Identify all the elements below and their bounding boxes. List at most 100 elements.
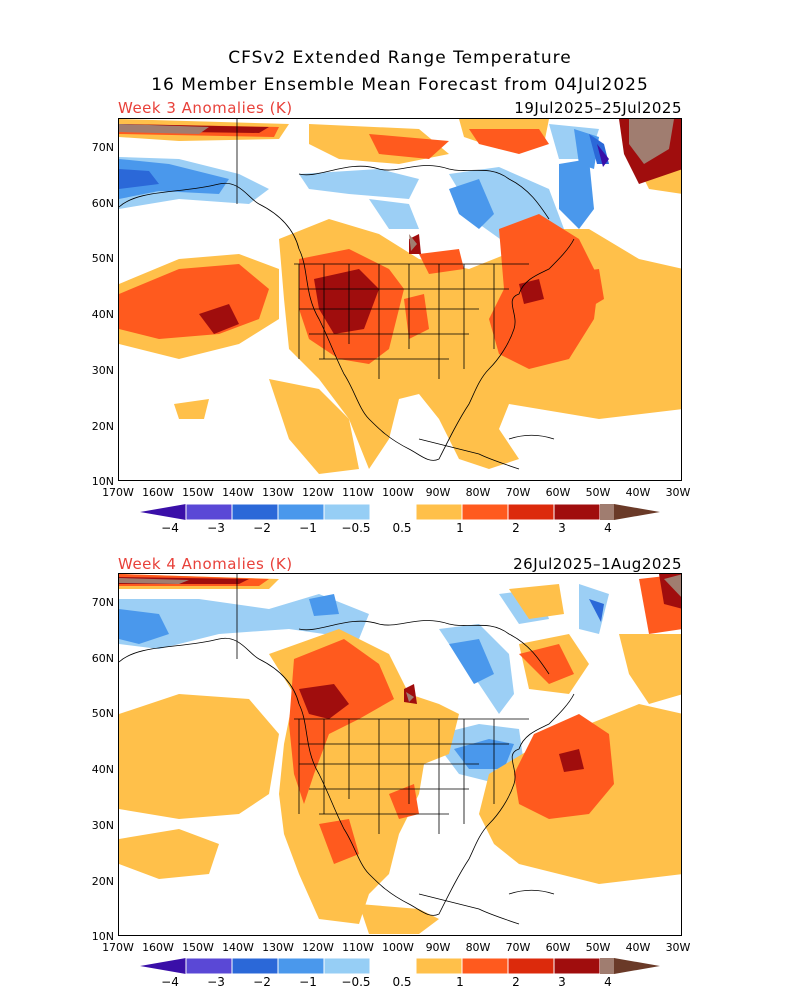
week3-cbar-label: 3 <box>558 521 566 535</box>
cbar-seg-neutral <box>370 958 416 974</box>
week4-coastlines <box>119 574 575 925</box>
cbar-seg-2-1 <box>277 503 325 521</box>
week3-label: Week 3 Anomalies (K) <box>118 99 293 117</box>
week3-lat-20n: 20N <box>91 420 114 433</box>
week4-cbar-label: 1 <box>456 975 464 989</box>
week4-cool-dark <box>589 599 604 622</box>
chart-title-line1: CFSv2 Extended Range Temperature <box>228 48 572 68</box>
cbar-seg-above <box>614 958 660 974</box>
cbar-seg-below-4 <box>140 504 186 520</box>
week3-lat-30n: 30N <box>91 364 114 377</box>
week4-lat-60n: 60N <box>91 652 114 665</box>
week3-cbar-label: 1 <box>456 521 464 535</box>
week4-warm-brown <box>119 574 681 702</box>
cbar-seg-3-4 <box>553 957 601 975</box>
week4-lon-90w: 90W <box>425 941 451 954</box>
week3-lat-70n: 70N <box>91 141 114 154</box>
week3-lat-40n: 40N <box>91 308 114 321</box>
week4-cbar-label: 3 <box>558 975 566 989</box>
chart-title-line2: 16 Member Ensemble Mean Forecast from 04… <box>151 75 649 95</box>
week3-lat-60n: 60N <box>91 197 114 210</box>
week3-lon-80w: 80W <box>465 486 491 499</box>
week3-lon-120w: 120W <box>302 486 334 499</box>
week4-colorbar <box>140 957 660 978</box>
week3-lon-90w: 90W <box>425 486 451 499</box>
week4-cbar-label: −1 <box>299 975 317 989</box>
week3-lon-50w: 50W <box>585 486 611 499</box>
week3-lon-170w: 170W <box>102 486 134 499</box>
week4-cbar-label: 4 <box>604 975 612 989</box>
cbar-seg-1-05 <box>323 957 371 975</box>
week4-lon-30w: 30W <box>665 941 691 954</box>
week3-coastlines <box>119 119 575 470</box>
cbar-seg-1-2 <box>461 503 509 521</box>
cbar-seg-4-3 <box>185 957 233 975</box>
week4-lon-110w: 110W <box>342 941 374 954</box>
week3-cbar-label: −2 <box>253 521 271 535</box>
week4-cool-mid <box>119 594 514 769</box>
week3-lon-160w: 160W <box>142 486 174 499</box>
week4-lon-70w: 70W <box>505 941 531 954</box>
week3-lon-70w: 70W <box>505 486 531 499</box>
week3-lon-130w: 130W <box>262 486 294 499</box>
cbar-seg-1-2 <box>461 957 509 975</box>
week3-lon-140w: 140W <box>222 486 254 499</box>
week4-cbar-label: −2 <box>253 975 271 989</box>
week3-cbar-label: −3 <box>207 521 225 535</box>
cbar-seg-1-05 <box>323 503 371 521</box>
week3-deep-blue-spot <box>597 144 609 167</box>
week4-lon-60w: 60W <box>545 941 571 954</box>
week4-lon-150w: 150W <box>182 941 214 954</box>
week4-cbar-label: −3 <box>207 975 225 989</box>
week3-colorbar <box>140 503 660 524</box>
week4-lat-30n: 30N <box>91 819 114 832</box>
week4-dates: 26Jul2025–1Aug2025 <box>513 555 682 573</box>
week3-lon-110w: 110W <box>342 486 374 499</box>
cbar-seg-05-1 <box>415 503 463 521</box>
week4-warm-dark <box>119 574 681 772</box>
week4-lat-50n: 50N <box>91 707 114 720</box>
week4-lon-170w: 170W <box>102 941 134 954</box>
cbar-seg-2-3 <box>507 957 555 975</box>
week3-lon-100w: 100W <box>382 486 414 499</box>
week4-lon-120w: 120W <box>302 941 334 954</box>
cbar-seg-neutral <box>370 504 416 520</box>
cbar-seg-above <box>614 504 660 520</box>
week3-lat-10n: 10N <box>91 475 114 488</box>
cbar-seg-2-3 <box>507 503 555 521</box>
week3-cbar-label: −1 <box>299 521 317 535</box>
week4-lon-100w: 100W <box>382 941 414 954</box>
week3-cbar-label: −0.5 <box>341 521 371 535</box>
cbar-seg-2-1 <box>277 957 325 975</box>
week4-lon-50w: 50W <box>585 941 611 954</box>
week4-lat-10n: 10N <box>91 930 114 943</box>
cbar-seg-3-2 <box>231 503 279 521</box>
cbar-seg-below-4 <box>140 958 186 974</box>
week3-lat-50n: 50N <box>91 252 114 265</box>
week3-lon-30w: 30W <box>665 486 691 499</box>
cbar-seg-4-5 <box>600 504 614 520</box>
week3-cbar-label: 0.5 <box>392 521 412 535</box>
week4-cbar-label: 2 <box>512 975 520 989</box>
week4-cbar-label: 0.5 <box>392 975 412 989</box>
week4-lat-70n: 70N <box>91 596 114 609</box>
week4-lon-40w: 40W <box>625 941 651 954</box>
week3-lon-60w: 60W <box>545 486 571 499</box>
week4-cbar-label: −0.5 <box>341 975 371 989</box>
week4-label: Week 4 Anomalies (K) <box>118 555 293 573</box>
week4-lat-20n: 20N <box>91 875 114 888</box>
cbar-seg-4-5 <box>600 958 614 974</box>
week3-cbar-label: 2 <box>512 521 520 535</box>
week3-warm-brown <box>119 119 674 251</box>
week3-map <box>118 118 682 481</box>
cbar-seg-3-2 <box>231 957 279 975</box>
week3-cbar-label: −4 <box>161 521 179 535</box>
week4-lon-80w: 80W <box>465 941 491 954</box>
cbar-seg-3-4 <box>553 503 601 521</box>
week3-lon-40w: 40W <box>625 486 651 499</box>
week4-lat-40n: 40N <box>91 763 114 776</box>
week3-cbar-label: 4 <box>604 521 612 535</box>
week3-lon-150w: 150W <box>182 486 214 499</box>
week4-map <box>118 573 682 936</box>
cbar-seg-4-3 <box>185 503 233 521</box>
